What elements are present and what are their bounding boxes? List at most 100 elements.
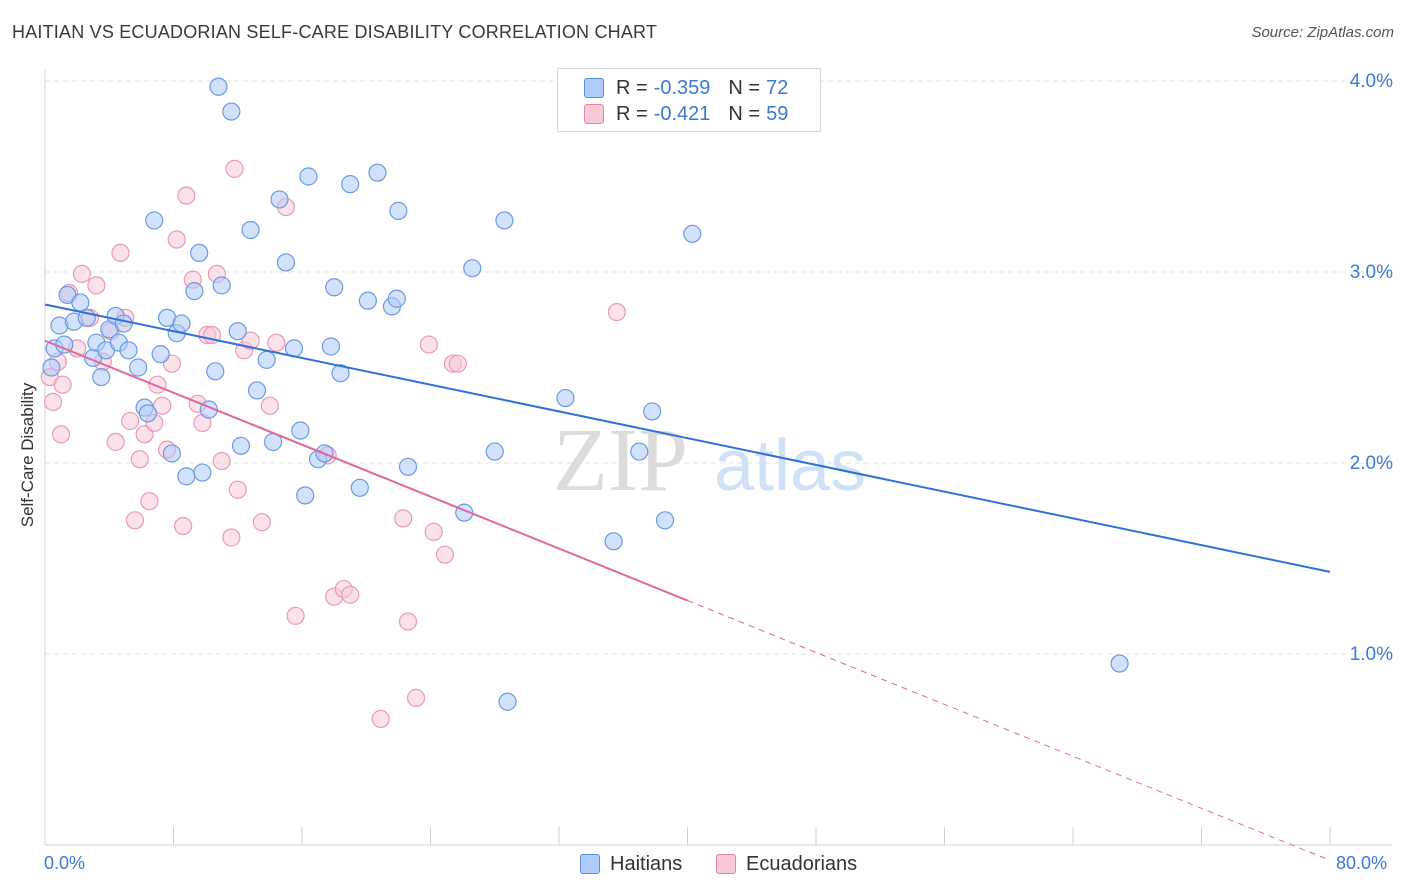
ecuadorian-points: [40, 159, 626, 729]
haitian-point: [368, 163, 387, 182]
ecuadorian-legend-label: Ecuadorians: [746, 852, 858, 875]
haitian-point: [206, 362, 225, 381]
haitian-trendline: [44, 303, 1331, 573]
haitian-legend-swatch: [580, 854, 600, 874]
y-tick-label: 4.0%: [1350, 71, 1393, 92]
haitian-point: [151, 345, 170, 364]
ecuadorian-point: [448, 354, 467, 373]
haitian-point: [257, 350, 276, 369]
haitian-point: [463, 259, 482, 278]
haitian-point: [114, 314, 133, 333]
ecuadorian-point: [53, 375, 72, 394]
y-tick-labels: 1.0% 2.0% 3.0% 4.0%: [1350, 71, 1393, 665]
haitian-point: [387, 289, 406, 308]
haitian-point: [209, 77, 228, 96]
x-tick-label-min: 0.0%: [44, 853, 86, 873]
haitian-point: [228, 322, 247, 341]
legend-row-ecuadorians: R = -0.421 N = 59: [584, 102, 788, 126]
haitian-point: [389, 201, 408, 220]
haitian-swatch: [584, 78, 604, 98]
ecuadorian-point: [260, 396, 279, 415]
source-label: Source: ZipAtlas.com: [1251, 24, 1394, 41]
haitian-point: [231, 436, 251, 455]
haitian-point: [222, 102, 241, 121]
haitian-point: [350, 478, 369, 497]
ecuadorian-point: [371, 709, 390, 729]
legend-row-haitians: R = -0.359 N = 72: [584, 76, 788, 100]
y-axis-label: Self-Care Disability: [18, 382, 37, 528]
y-tick-label: 2.0%: [1350, 453, 1393, 474]
ecuadorian-point: [106, 432, 125, 452]
haitian-point: [1110, 654, 1129, 673]
haitian-point: [604, 532, 623, 551]
haitian-point: [299, 167, 318, 186]
n-label: N =: [728, 76, 761, 99]
stats-legend: R = -0.359 N = 72 R = -0.421 N = 59: [557, 68, 821, 132]
haitian-point: [358, 291, 377, 310]
haitian-point: [212, 276, 231, 295]
haitian-point: [485, 442, 504, 461]
ecuadorian-trendline: [44, 339, 688, 602]
haitian-point: [241, 220, 260, 240]
ecuadorian-point: [51, 425, 71, 444]
ecuadorian-point: [72, 264, 92, 284]
r-value-ecuadorians: -0.421: [653, 102, 711, 125]
y-tick-label: 3.0%: [1350, 262, 1393, 283]
ecuadorian-point: [121, 411, 140, 431]
ecuadorian-point: [87, 276, 106, 295]
chart-title: HAITIAN VS ECUADORIAN SELF-CARE DISABILI…: [12, 22, 658, 42]
haitian-point: [162, 444, 181, 463]
ecuadorian-point: [111, 243, 130, 262]
ecuadorian-point: [153, 396, 172, 415]
ecuadorian-point: [43, 392, 63, 411]
ecuadorian-point: [398, 612, 418, 631]
haitian-point: [71, 293, 90, 312]
ecuadorian-point: [394, 509, 413, 528]
haitian-point: [185, 282, 204, 301]
haitian-point: [92, 367, 111, 387]
ecuadorian-point: [435, 545, 455, 564]
r-label: R =: [616, 102, 648, 125]
ecuadorian-point: [228, 480, 247, 499]
haitian-point: [276, 253, 296, 272]
ecuadorian-point: [286, 606, 305, 625]
ecuadorian-point: [130, 450, 149, 469]
haitian-point: [145, 211, 164, 230]
r-label: R =: [616, 76, 648, 99]
haitian-point: [643, 402, 662, 421]
haitian-point: [321, 337, 341, 356]
haitian-point: [630, 442, 649, 461]
haitian-point: [331, 364, 350, 383]
trend-lines: [44, 303, 1331, 861]
haitian-point: [172, 314, 191, 333]
ecuadorian-point: [174, 516, 193, 536]
bottom-legend-haitians: Haitians: [580, 851, 682, 877]
haitian-point: [341, 175, 360, 194]
ecuadorian-point: [167, 230, 186, 249]
haitian-point: [247, 381, 267, 400]
n-value-haitians: 72: [766, 76, 789, 99]
haitian-legend-label: Haitians: [610, 852, 683, 875]
ecuadorian-swatch: [584, 104, 604, 124]
ecuadorian-legend-swatch: [716, 854, 736, 874]
ecuadorian-point: [222, 528, 241, 547]
x-tick-label-max: 80.0%: [1336, 853, 1388, 873]
ecuadorian-point: [177, 186, 196, 205]
ecuadorian-point: [225, 159, 244, 178]
haitian-point: [398, 457, 418, 476]
haitian-point: [119, 341, 138, 360]
haitian-point: [177, 467, 196, 486]
ecuadorian-point: [406, 688, 426, 708]
haitian-point: [495, 211, 514, 230]
haitian-point: [190, 243, 209, 262]
axes: [44, 70, 1392, 846]
ecuadorian-point: [419, 335, 438, 354]
haitian-point: [138, 404, 157, 423]
ecuadorian-point: [252, 513, 271, 532]
watermark-atlas: atlas: [714, 426, 866, 506]
ecuadorian-point: [140, 492, 159, 511]
haitian-point: [129, 358, 148, 377]
haitian-point: [291, 421, 310, 440]
ecuadorian-trendline-extension: [687, 600, 1331, 861]
